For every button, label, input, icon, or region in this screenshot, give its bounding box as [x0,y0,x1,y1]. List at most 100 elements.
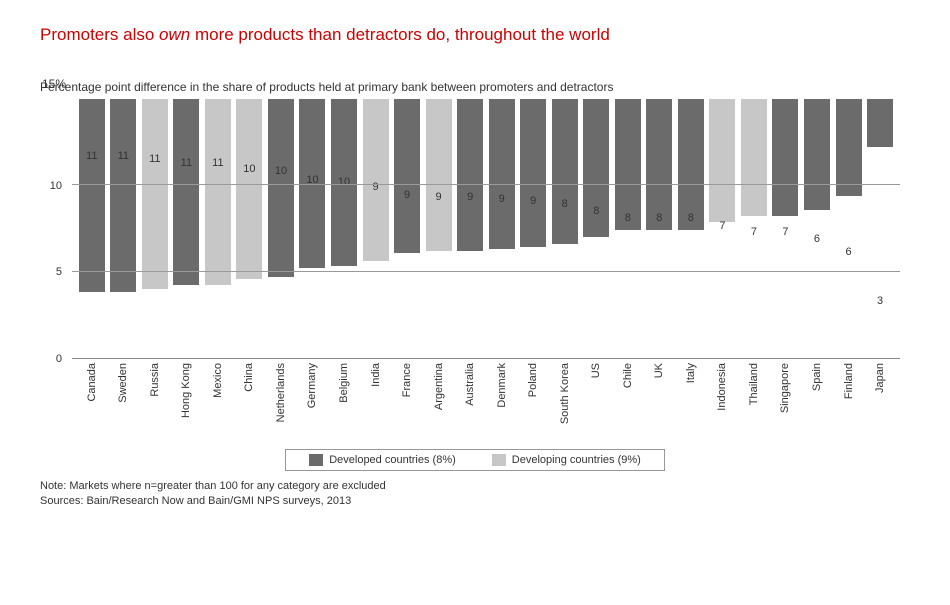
legend: Developed countries (8%) Developing coun… [285,449,665,471]
x-axis-label: Finland [835,363,863,439]
x-axis-label: Chile [614,363,642,439]
title-prefix: Promoters also [40,25,159,44]
title-emphasis: own [159,25,190,44]
bar-column: 8 [583,99,611,358]
x-axis-label: Australia [456,363,484,439]
bar-column: 10 [267,99,295,358]
legend-swatch-developed [309,454,323,466]
bar-value-label: 7 [709,220,737,232]
x-axis-label: Thailand [740,363,768,439]
bar-value-label: 11 [173,157,201,169]
bar-value-label: 9 [393,189,421,201]
x-axis-label: Japan [866,363,894,439]
bar-column: 7 [772,99,800,358]
x-labels-container: CanadaSwedenRussiaHong KongMexicoChinaNe… [72,363,900,439]
gridline [72,184,900,185]
bar-column: 9 [456,99,484,358]
note-text: Note: Markets where n=greater than 100 f… [40,479,910,494]
bars-container: 11111111111010101099999988888777663 [72,99,900,358]
bar-rect [268,99,294,277]
bar-column: 11 [173,99,201,358]
bar-rect [205,99,231,285]
bar-value-label: 8 [551,198,579,210]
bar-column: 10 [330,99,358,358]
bar-column: 9 [488,99,516,358]
x-axis-label: UK [646,363,674,439]
bar-value-label: 11 [141,153,169,165]
x-axis-label: Sweden [110,363,138,439]
bar-rect [173,99,199,285]
bar-value-label: 6 [835,246,863,258]
bar-column: 9 [425,99,453,358]
bar-rect [489,99,515,249]
x-axis-label: Spain [803,363,831,439]
legend-label-developed: Developed countries (8%) [329,454,456,466]
bar-value-label: 8 [677,212,705,224]
bar-column: 3 [866,99,894,358]
x-axis-label: Belgium [330,363,358,439]
y-axis: 0510 [40,99,70,359]
x-axis-label: France [393,363,421,439]
x-axis-label: Denmark [488,363,516,439]
x-axis-label: India [362,363,390,439]
x-axis-label: Netherlands [267,363,295,439]
bar-column: 11 [141,99,169,358]
bar-column: 11 [204,99,232,358]
bar-rect [142,99,168,289]
bar-value-label: 8 [583,205,611,217]
legend-swatch-developing [492,454,506,466]
bar-value-label: 7 [772,226,800,238]
bar-column: 7 [709,99,737,358]
x-axis-label: Italy [677,363,705,439]
bar-rect [678,99,704,230]
bar-column: 8 [677,99,705,358]
bar-rect [741,99,767,216]
bar-value-label: 10 [330,176,358,188]
y-tick-label: 0 [56,353,62,365]
bar-value-label: 9 [488,193,516,205]
bar-value-label: 6 [803,233,831,245]
bar-value-label: 8 [614,212,642,224]
bar-rect [836,99,862,196]
bar-value-label: 11 [204,157,232,169]
bar-column: 9 [393,99,421,358]
bar-rect [804,99,830,210]
x-axis-label: Singapore [772,363,800,439]
bar-value-label: 10 [267,165,295,177]
chart-subtitle: Percentage point difference in the share… [40,80,910,94]
bar-column: 8 [614,99,642,358]
y-axis-top-label: 15% [42,77,66,91]
bar-value-label: 9 [425,191,453,203]
bar-value-label: 9 [456,191,484,203]
bar-value-label: 3 [866,295,894,307]
gridline [72,271,900,272]
bar-value-label: 7 [740,226,768,238]
bar-value-label: 11 [110,150,138,162]
x-axis-label: China [236,363,264,439]
x-axis-label: Argentina [425,363,453,439]
bar-column: 9 [362,99,390,358]
bar-column: 6 [835,99,863,358]
bar-column: 9 [519,99,547,358]
bar-chart: 15% 0510 1111111111101010109999998888877… [50,99,900,439]
bar-column: 6 [803,99,831,358]
bar-value-label: 9 [362,181,390,193]
x-axis-label: Indonesia [709,363,737,439]
chart-page: Promoters also own more products than de… [0,0,950,605]
x-axis-label: Poland [519,363,547,439]
x-axis-label: Canada [78,363,106,439]
x-axis-label: South Korea [551,363,579,439]
bar-column: 10 [299,99,327,358]
x-axis-label: Mexico [204,363,232,439]
bar-column: 10 [236,99,264,358]
bar-rect [867,99,893,147]
title-suffix: more products than detractors do, throug… [190,25,610,44]
bar-rect [394,99,420,253]
bar-rect [110,99,136,292]
y-tick-label: 5 [56,266,62,278]
legend-item-developing: Developing countries (9%) [492,454,641,466]
x-axis-label: US [583,363,611,439]
bar-rect [236,99,262,279]
chart-title: Promoters also own more products than de… [40,25,910,45]
bar-value-label: 8 [646,212,674,224]
